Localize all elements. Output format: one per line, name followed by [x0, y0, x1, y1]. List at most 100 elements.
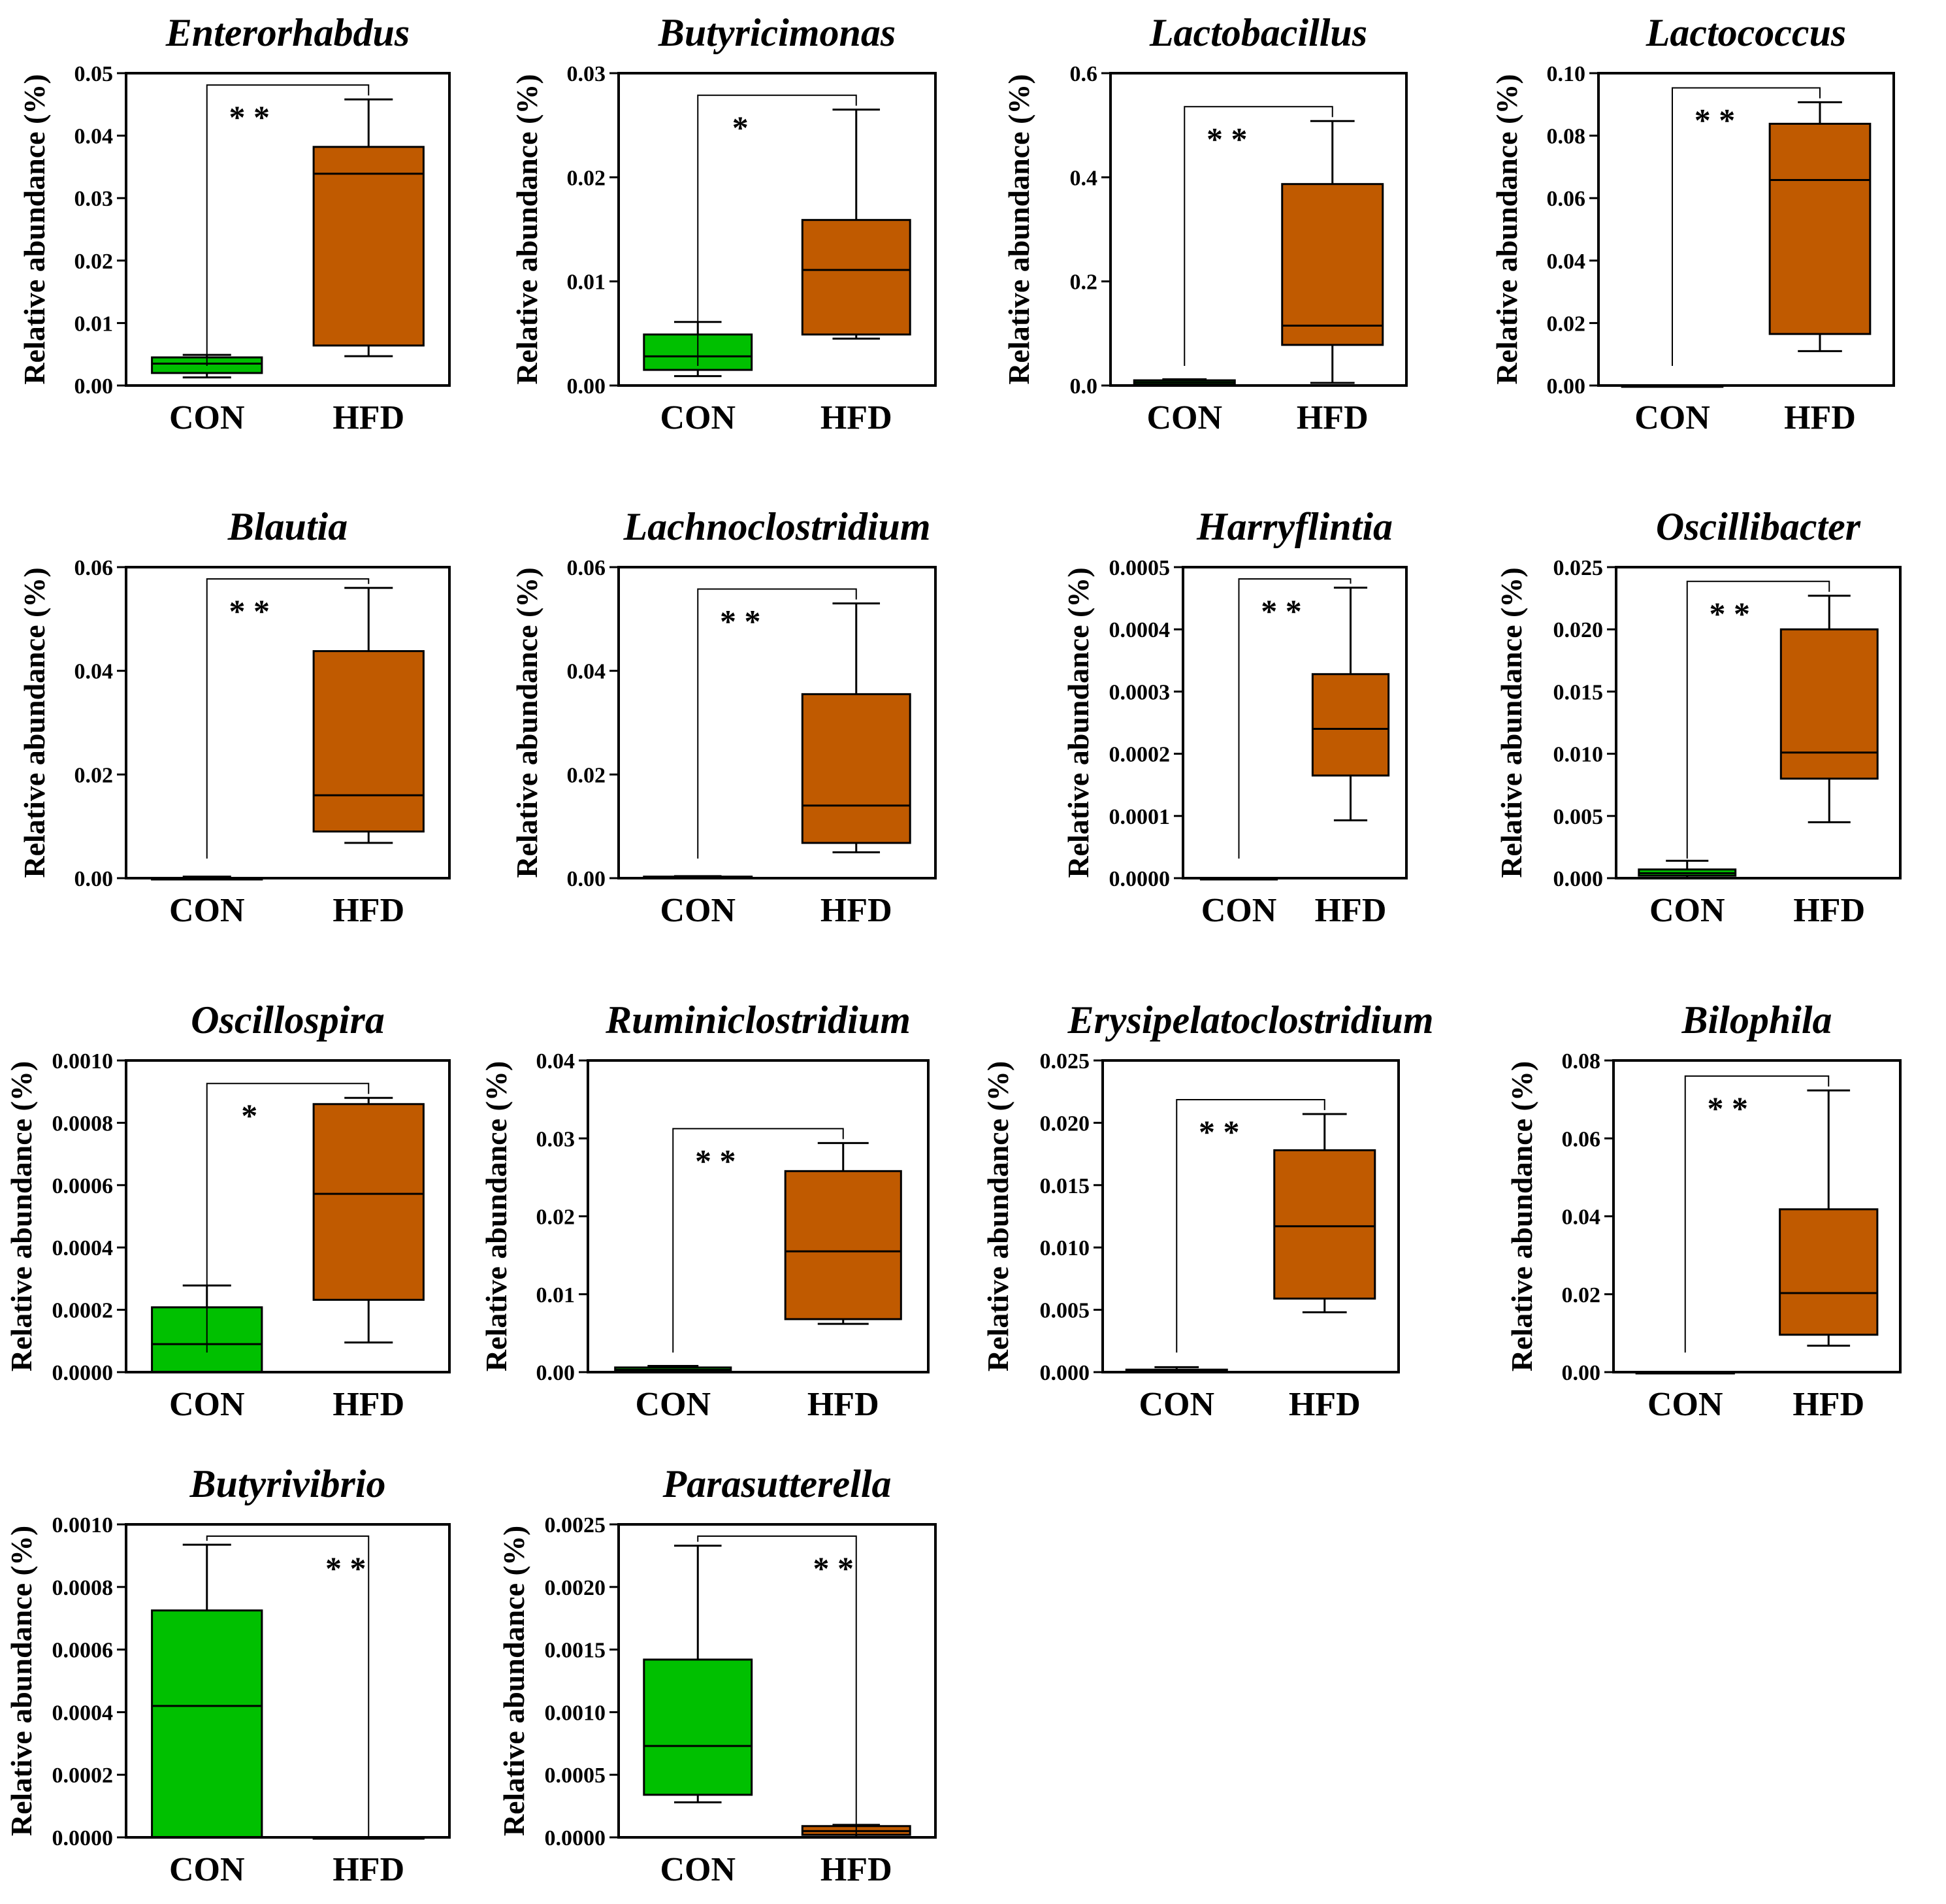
panel-title: Harryflintia [1196, 505, 1393, 548]
x-category-label: HFD [1792, 1386, 1864, 1423]
y-tick-label: 0.06 [1562, 1127, 1601, 1151]
significance-bracket [1686, 580, 1830, 859]
y-tick-label: 0.05 [74, 62, 114, 86]
box-iqr [1311, 673, 1390, 777]
x-category-label: HFD [820, 892, 892, 929]
panel-title: Lachnoclostridium [623, 505, 930, 548]
y-tick-label: 0.03 [567, 62, 606, 86]
plot-frame [1182, 566, 1408, 879]
y-axis-label: Relative abundance (%) [1490, 74, 1523, 384]
significance-marker: * * [1199, 1113, 1240, 1150]
y-tick-label: 0.01 [74, 312, 114, 336]
y-tick-label: 0.005 [1040, 1299, 1090, 1323]
y-tick-label: 0.0000 [52, 1826, 114, 1850]
y-tick-label: 0.04 [1562, 1206, 1601, 1230]
y-tick-label: 0.02 [74, 250, 114, 274]
y-tick-label: 0.00 [74, 374, 114, 399]
x-category-label: HFD [332, 399, 404, 436]
significance-marker: * * [1207, 120, 1248, 157]
y-tick-label: 0.010 [1040, 1236, 1090, 1260]
panel-lactococcus: Lactococcus Relative abundance (%) 0.00 0.0… [1490, 11, 1895, 436]
plot-frame [125, 72, 451, 387]
y-axis-label: Relative abundance (%) [497, 1526, 530, 1836]
box-hfd [312, 587, 425, 844]
y-tick-label: 0.000 [1553, 867, 1604, 891]
y-tick-label: 0.02 [567, 763, 606, 787]
significance-bracket [697, 94, 857, 366]
y-tick-label: 0.0005 [1109, 556, 1171, 580]
x-category-label: CON [660, 892, 736, 929]
x-category-label: HFD [332, 1851, 404, 1888]
x-category-label: CON [169, 1386, 245, 1423]
significance-marker: * * [229, 99, 270, 135]
y-tick-label: 0.0008 [52, 1111, 114, 1136]
x-category-label: CON [660, 1851, 736, 1888]
y-tick-label: 0.015 [1553, 680, 1604, 704]
y-tick-label: 0.0004 [1109, 618, 1171, 642]
panel-parasutterella: Parasutterella Relative abundance (%) 0.00… [497, 1462, 937, 1888]
panel-title: Parasutterella [662, 1462, 891, 1505]
plot-frame [617, 1523, 937, 1839]
y-tick-label: 0.00 [1562, 1361, 1601, 1385]
y-tick-label: 0.06 [1547, 187, 1586, 211]
y-tick-label: 0.02 [1562, 1283, 1601, 1307]
significance-marker: * * [325, 1550, 366, 1586]
y-axis-label: Relative abundance (%) [510, 74, 543, 384]
y-tick-label: 0.000 [1040, 1361, 1090, 1385]
y-tick-label: 0.03 [536, 1127, 576, 1151]
plot-frame [1101, 1059, 1400, 1373]
plot-frame [617, 566, 937, 879]
y-tick-label: 0.04 [567, 660, 606, 684]
x-category-label: CON [660, 399, 736, 436]
box-iqr [151, 1609, 263, 1839]
box-hfd [1273, 1113, 1376, 1313]
panel-enterorhabdus: Enterorhabdus Relative abundance (%) 0.00 0… [18, 11, 451, 436]
plot-frame [587, 1059, 930, 1373]
panel-butyrivibrio: Butyrivibrio Relative abundance (%) 0.0000… [5, 1462, 451, 1888]
y-tick-label: 0.010 [1553, 743, 1604, 767]
x-category-label: CON [1139, 1386, 1214, 1423]
significance-marker: * [732, 109, 749, 146]
significance-bracket [1176, 1099, 1325, 1353]
y-tick-label: 0.0004 [52, 1701, 114, 1725]
y-tick-label: 0.0005 [545, 1764, 606, 1788]
x-category-label: HFD [820, 399, 892, 436]
y-tick-label: 0.0020 [545, 1576, 606, 1600]
y-tick-label: 0.04 [74, 660, 114, 684]
y-axis-label: Relative abundance (%) [18, 74, 51, 384]
y-tick-label: 0.0008 [52, 1576, 114, 1600]
y-tick-label: 0.0010 [52, 1049, 114, 1074]
y-tick-label: 0.06 [74, 556, 114, 580]
significance-bracket [1184, 106, 1333, 366]
y-tick-label: 0.0003 [1109, 680, 1171, 704]
x-category-label: HFD [820, 1851, 892, 1888]
y-axis-label: Relative abundance (%) [1002, 74, 1035, 384]
box-iqr [1779, 628, 1879, 780]
y-tick-label: 0.06 [567, 556, 606, 580]
y-tick-label: 0.025 [1553, 556, 1604, 580]
significance-bracket [672, 1128, 844, 1353]
panel-lachnoclostridium: Lachnoclostridium Relative abundance (%) 0… [510, 505, 937, 929]
y-tick-label: 0.00 [1547, 374, 1586, 399]
y-axis-label: Relative abundance (%) [5, 1061, 38, 1371]
y-tick-label: 0.015 [1040, 1174, 1090, 1198]
panel-title: Blautia [227, 505, 348, 548]
box-iqr [643, 1658, 753, 1796]
significance-bracket [206, 578, 370, 859]
box-hfd [1779, 1089, 1879, 1347]
x-category-label: HFD [807, 1386, 879, 1423]
y-axis-label: Relative abundance (%) [510, 567, 543, 878]
significance-marker: * * [229, 593, 270, 629]
y-tick-label: 0.0015 [545, 1639, 606, 1663]
box-hfd [1779, 595, 1879, 823]
x-category-label: CON [1647, 1386, 1723, 1423]
y-tick-label: 0.02 [74, 763, 114, 787]
plot-frame [125, 1523, 451, 1839]
panel-title: Ruminiclostridium [605, 998, 911, 1042]
x-category-label: CON [1634, 399, 1710, 436]
y-tick-label: 0.025 [1040, 1049, 1090, 1074]
y-tick-label: 0.02 [567, 166, 606, 190]
panel-title: Butyrivibrio [189, 1462, 385, 1505]
box-hfd [1281, 120, 1384, 384]
box-iqr [784, 1170, 902, 1321]
